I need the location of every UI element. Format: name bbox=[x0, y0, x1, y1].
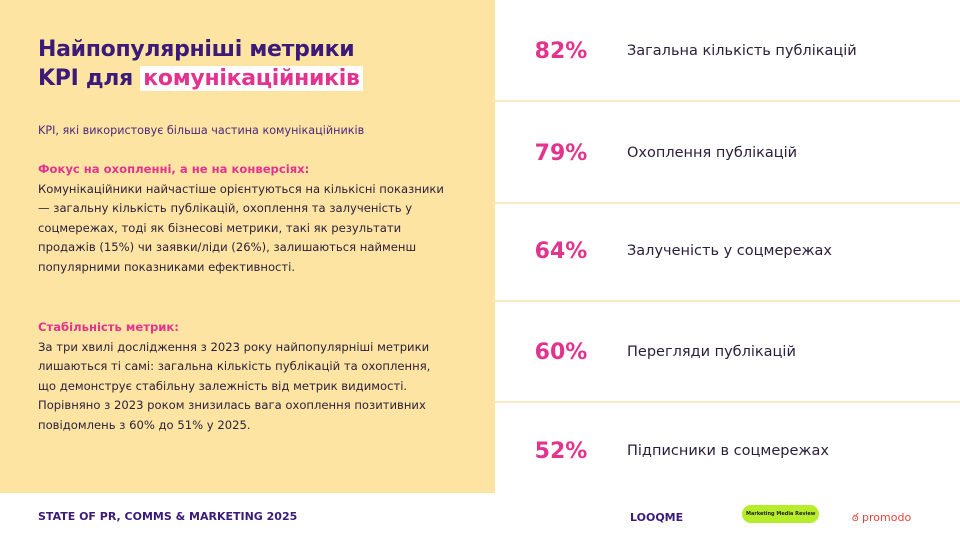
looqme-logo: LOOQME bbox=[630, 511, 684, 524]
promodo-icon: ఠ bbox=[852, 511, 863, 524]
metric-value: 64% bbox=[534, 238, 588, 264]
metric-value: 79% bbox=[534, 140, 588, 166]
footer-title: STATE OF PR, COMMS & MARKETING 2025 bbox=[38, 510, 298, 523]
metric-value: 82% bbox=[534, 38, 588, 64]
page-title: Найпопулярніші метрики KPI для комунікац… bbox=[38, 35, 363, 93]
metric-label: Залученість у соцмережах bbox=[627, 243, 833, 259]
section-body: За три хвилі дослідження з 2023 року най… bbox=[38, 339, 431, 432]
metric-label: Перегляди публікацій bbox=[627, 344, 796, 360]
metric-value: 52% bbox=[534, 438, 588, 464]
section-body: Комунікаційники найчастіше орієнтуються … bbox=[38, 181, 444, 274]
section-heading: Фокус на охопленні, а не на конверсіях: bbox=[38, 162, 310, 176]
metric-label: Загальна кількість публікацій bbox=[627, 43, 857, 59]
section-heading: Стабільність метрик: bbox=[38, 320, 179, 334]
metric-row: 60% Перегляди публікацій bbox=[495, 303, 960, 403]
metric-row: 79% Охоплення публікацій bbox=[495, 104, 960, 204]
metric-label: Підписники в соцмережах bbox=[627, 443, 829, 459]
subtitle: KPI, які використовує більша частина ком… bbox=[38, 124, 365, 137]
title-highlight: комунікаційників bbox=[140, 66, 363, 91]
promodo-text: promodo bbox=[862, 511, 912, 524]
mmr-logo: Marketing Media Review bbox=[742, 505, 820, 523]
title-line1: Найпопулярніші метрики bbox=[38, 37, 355, 62]
section-stability: Стабільність метрик: За три хвилі дослід… bbox=[38, 318, 443, 435]
title-line2: KPI для комунікаційників bbox=[38, 64, 363, 93]
title-prefix: KPI для bbox=[38, 66, 141, 91]
metric-row: 82% Загальна кількість публікацій bbox=[495, 2, 960, 102]
metric-row: 64% Залученість у соцмережах bbox=[495, 202, 960, 302]
promodo-logo: ఠ promodo bbox=[852, 511, 911, 527]
metric-row: 52% Підписники в соцмережах bbox=[495, 401, 960, 501]
metric-label: Охоплення публікацій bbox=[627, 145, 798, 161]
section-focus: Фокус на охопленні, а не на конверсіях: … bbox=[38, 160, 458, 277]
metric-value: 60% bbox=[534, 339, 588, 365]
left-panel: Найпопулярніші метрики KPI для комунікац… bbox=[0, 0, 495, 493]
